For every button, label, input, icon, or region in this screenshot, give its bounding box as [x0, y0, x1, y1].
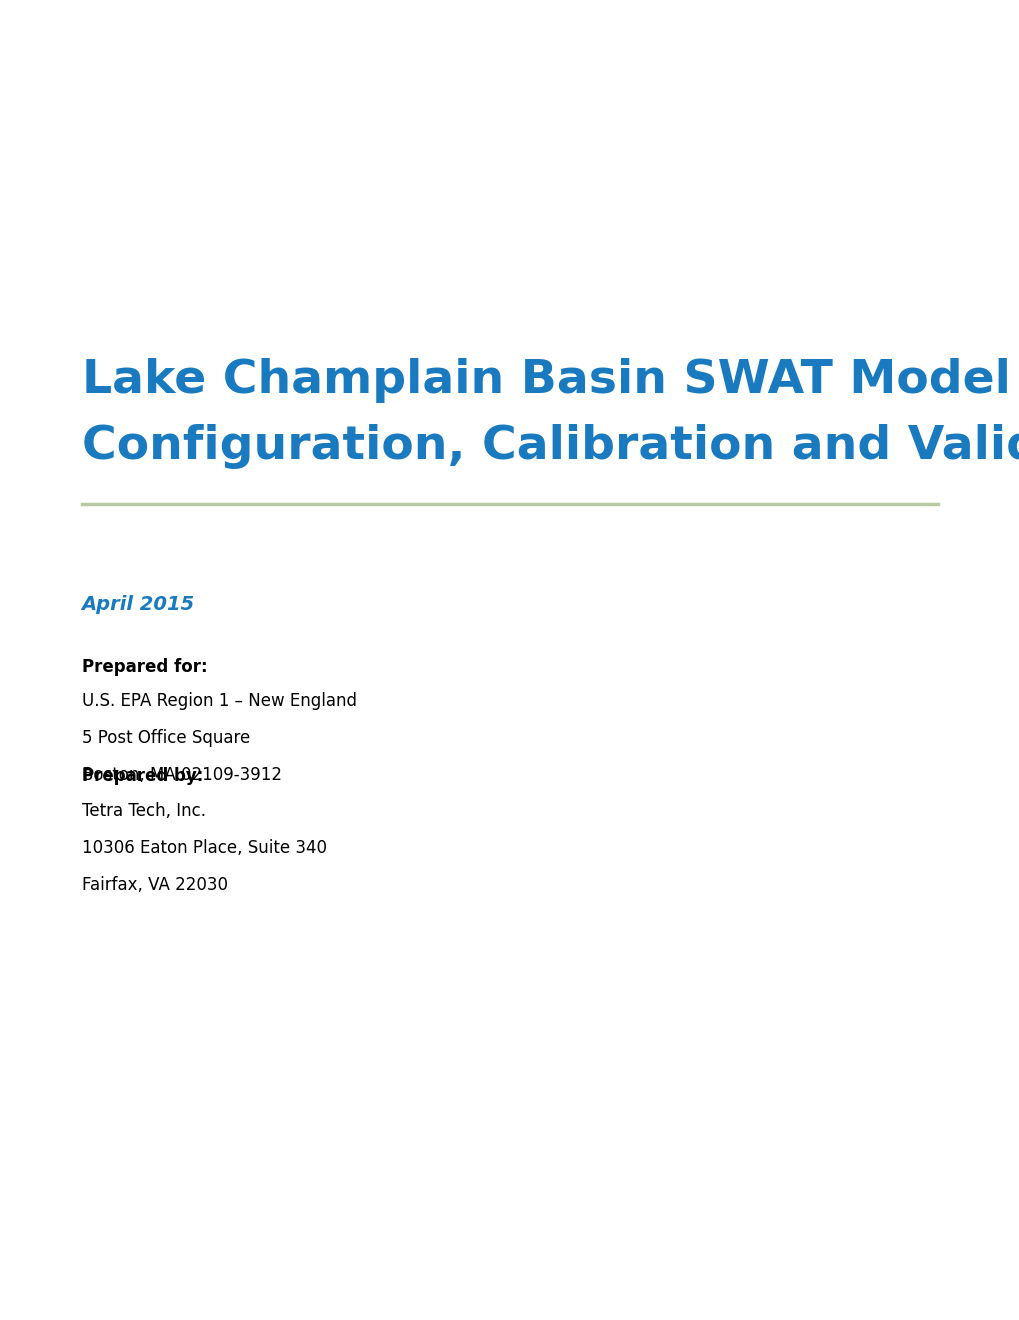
Text: Configuration, Calibration and Validation: Configuration, Calibration and Validatio…: [82, 424, 1019, 469]
Text: U.S. EPA Region 1 – New England: U.S. EPA Region 1 – New England: [82, 692, 357, 710]
Text: Prepared for:: Prepared for:: [82, 657, 207, 676]
Text: 5 Post Office Square: 5 Post Office Square: [82, 729, 250, 747]
Text: 10306 Eaton Place, Suite 340: 10306 Eaton Place, Suite 340: [82, 838, 326, 857]
Text: Prepared by:: Prepared by:: [82, 767, 203, 785]
Text: Tetra Tech, Inc.: Tetra Tech, Inc.: [82, 801, 206, 820]
Text: April 2015: April 2015: [82, 595, 195, 614]
Text: Fairfax, VA 22030: Fairfax, VA 22030: [82, 875, 227, 894]
Text: Boston, MA 02109-3912: Boston, MA 02109-3912: [82, 766, 281, 784]
Text: Lake Champlain Basin SWAT Model: Lake Champlain Basin SWAT Model: [82, 358, 1010, 403]
